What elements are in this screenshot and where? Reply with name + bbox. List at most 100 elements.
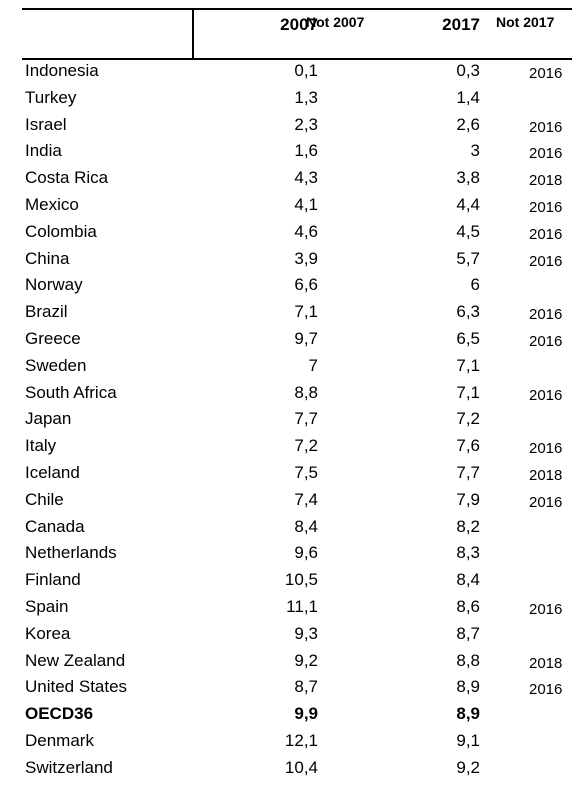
country-cell: Israel [25,114,67,134]
value-2007-cell: 1,3 [294,87,318,107]
value-2017-cell: 3 [470,141,480,161]
value-2017-cell: 4,4 [456,194,480,214]
country-cell: Netherlands [25,543,117,563]
not-2017-cell: 2016 [529,225,563,243]
country-cell: Chile [25,489,64,509]
value-2007-cell: 4,3 [294,168,318,188]
data-table: 2007 Not 2007 2017 Not 2017 Indonesia 0,1… [22,8,572,777]
header-2007: 2007 [280,15,318,34]
country-cell: Spain [25,596,69,616]
table-row: Netherlands 9,6 8,3 [22,542,572,569]
value-2007-cell: 7,7 [294,409,318,429]
value-2017-cell: 7,1 [456,382,480,402]
table-row: Iceland 7,5 7,7 2018 [22,462,572,489]
country-cell: Canada [25,516,85,536]
not-2017-cell: 2018 [529,466,563,484]
value-2017-cell: 6,3 [456,302,480,322]
value-2017-cell: 3,8 [456,168,480,188]
country-cell: India [25,141,62,161]
value-2017-cell: 9,1 [456,730,480,750]
table-row: Italy 7,2 7,6 2016 [22,435,572,462]
value-2007-cell: 9,6 [294,543,318,563]
table-row: Switzerland 10,4 9,2 [22,757,572,784]
not-2017-cell: 2016 [529,118,563,136]
not-2017-cell: 2016 [529,386,563,404]
table-row: South Africa 8,8 7,1 2016 [22,382,572,409]
country-cell: Denmark [25,730,94,750]
value-2007-cell: 4,1 [294,194,318,214]
not-2017-cell: 2016 [529,681,563,699]
value-2007-cell: 9,7 [294,328,318,348]
value-2007-cell: 7 [308,355,318,375]
value-2017-cell: 6,5 [456,328,480,348]
country-cell: Italy [25,436,57,456]
not-2017-cell: 2016 [529,440,563,458]
table-row: Finland 10,5 8,4 [22,569,572,596]
not-2017-cell: 2016 [529,145,563,163]
value-2007-cell: 7,5 [294,462,318,482]
country-cell: Iceland [25,462,80,482]
table-row: New Zealand 9,2 8,8 2018 [22,650,572,677]
table-row: Brazil 7,1 6,3 2016 [22,301,572,328]
value-2017-cell: 9,2 [456,757,480,777]
value-2017-cell: 7,2 [456,409,480,429]
value-2007-cell: 10,5 [284,570,318,590]
table-row: Sweden 7 7,1 [22,355,572,382]
value-2007-cell: 12,1 [284,730,318,750]
header-not-2017: Not 2017 [496,14,555,30]
value-2007-cell: 7,4 [294,489,318,509]
country-cell: Switzerland [25,757,113,777]
table-row: Turkey 1,3 1,4 [22,87,572,114]
country-cell: Greece [25,328,81,348]
table-row: Spain 11,1 8,6 2016 [22,596,572,623]
value-2007-cell: 9,2 [294,650,318,670]
value-2017-cell: 8,3 [456,543,480,563]
table-row: India 1,6 3 2016 [22,140,572,167]
table-row: Costa Rica 4,3 3,8 2018 [22,167,572,194]
table-row: Greece 9,7 6,5 2016 [22,328,572,355]
country-cell: OECD36 [25,704,94,724]
table-row: Indonesia 0,1 0,3 2016 [22,60,572,87]
table-row: Israel 2,3 2,6 2016 [22,114,572,141]
country-cell: Finland [25,570,81,590]
value-2017-cell: 8,4 [456,570,480,590]
value-2017-cell: 0,3 [456,61,480,80]
value-2017-cell: 5,7 [456,248,480,268]
table-row: China 3,9 5,7 2016 [22,248,572,275]
country-cell: United States [25,677,128,697]
value-2007-cell: 0,1 [294,61,318,80]
value-2007-cell: 8,8 [294,382,318,402]
not-2017-cell: 2016 [529,306,563,324]
value-2017-cell: 7,7 [456,462,480,482]
not-2017-cell: 2016 [529,332,563,350]
not-2017-cell: 2016 [529,252,563,270]
value-2007-cell: 7,1 [294,302,318,322]
value-2017-cell: 7,6 [456,436,480,456]
value-2017-cell: 8,9 [456,704,480,724]
value-2017-cell: 1,4 [456,87,480,107]
table-row: Mexico 4,1 4,4 2016 [22,194,572,221]
country-cell: Sweden [25,355,87,375]
value-2007-cell: 9,3 [294,623,318,643]
value-2017-cell: 7,1 [456,355,480,375]
table-row: Japan 7,7 7,2 [22,408,572,435]
not-2017-cell: 2016 [529,600,563,618]
country-cell: China [25,248,70,268]
country-cell: Turkey [25,87,77,107]
table-body: Indonesia 0,1 0,3 2016 Turkey 1,3 1,4 Israel 2,3… [22,60,572,784]
value-2007-cell: 7,2 [294,436,318,456]
value-2017-cell: 8,7 [456,623,480,643]
value-2007-cell: 11,1 [286,596,318,616]
table-row: Canada 8,4 8,2 [22,516,572,543]
table-header: 2007 Not 2007 2017 Not 2017 [22,8,572,60]
table-row: United States 8,7 8,9 2016 [22,676,572,703]
country-cell: Colombia [25,221,97,241]
table-row: Norway 6,6 6 [22,274,572,301]
value-2007-cell: 2,3 [294,114,318,134]
table-row: Denmark 12,1 9,1 [22,730,572,757]
country-cell: Brazil [25,302,68,322]
country-cell: Japan [25,409,72,429]
value-2007-cell: 4,6 [294,221,318,241]
country-cell: Costa Rica [25,168,109,188]
country-cell: South Africa [25,382,117,402]
